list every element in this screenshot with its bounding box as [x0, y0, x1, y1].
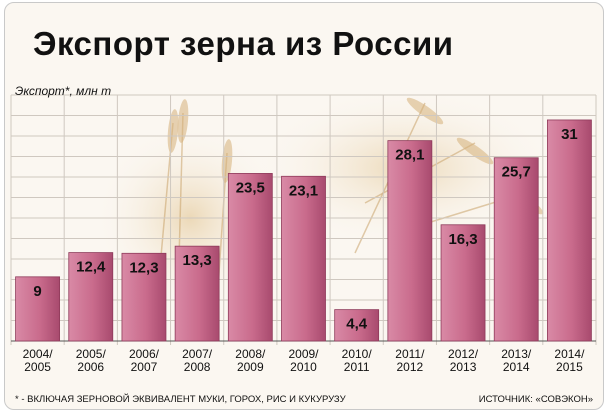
x-tick-labels: 2004/2005 2005/2006 2006/2007 2007/2008 2008…: [23, 347, 586, 374]
x-tick-label: 2014: [503, 360, 530, 374]
x-tick-label: 2011/: [395, 347, 425, 361]
x-tick-label: 2009: [237, 360, 264, 374]
source-note: ИСТОЧНИК: «СОВЭКОН»: [478, 394, 593, 405]
x-tick-label: 2008/: [235, 347, 266, 361]
bar-value-label: 9: [33, 283, 41, 300]
bar: [15, 276, 60, 342]
chart-frame: 9 12,4 12,3 13,3 23,5 23,1 4,4 28,1 16,3 25,7 31 2…: [4, 2, 604, 410]
bar: [281, 175, 326, 342]
bar: [493, 157, 539, 342]
bar: [334, 309, 380, 342]
x-tick-label: 2010/: [342, 347, 373, 361]
bar-value-labels: 9 12,4 12,3 13,3 23,5 23,1 4,4 28,1 16,3 25,7 31: [33, 126, 577, 333]
bar-value-label: 25,7: [502, 164, 531, 181]
x-tick-label: 2006: [77, 360, 104, 374]
x-tick-label: 2010: [290, 360, 317, 374]
y-axis-label: Экспорт*, млн т: [15, 84, 112, 98]
x-tick-label: 2009/: [288, 347, 319, 361]
bar: [387, 140, 433, 342]
x-tick-label: 2006/: [129, 347, 160, 361]
bar: [440, 224, 486, 342]
x-tick-label: 2007: [131, 360, 158, 374]
bar: [121, 252, 167, 342]
bar-value-label: 28,1: [395, 147, 424, 164]
footnote: * - ВКЛЮЧАЯ ЗЕРНОВОЙ ЭКВИВАЛЕНТ МУКИ, ГО…: [15, 394, 346, 405]
x-tick-label: 2012: [397, 360, 424, 374]
bar-chart: 9 12,4 12,3 13,3 23,5 23,1 4,4 28,1 16,3 25,7 31 2…: [10, 88, 597, 374]
bar-value-label: 12,3: [129, 259, 158, 276]
x-tick-label: 2004/: [23, 347, 54, 361]
bar-value-label: 4,4: [346, 316, 368, 333]
x-tick-label: 2013: [450, 360, 477, 374]
x-tick-label: 2005/: [76, 347, 107, 361]
bar: [227, 173, 273, 342]
wheat-ear: [406, 97, 444, 125]
bar-value-label: 31: [561, 126, 578, 143]
bar-value-label: 12,4: [76, 259, 106, 276]
x-tick-label: 2008: [184, 360, 211, 374]
bar-value-label: 13,3: [183, 252, 212, 269]
x-tick-label: 2007/: [182, 347, 213, 361]
bar-value-label: 16,3: [448, 231, 477, 248]
bar: [68, 252, 114, 342]
bars: [15, 119, 592, 342]
wheat-ear: [177, 99, 189, 143]
x-tick-label: 2014/: [554, 347, 585, 361]
bar-value-label: 23,1: [289, 182, 318, 199]
wheat-ear: [456, 137, 494, 165]
x-tick-label: 2013/: [501, 347, 532, 361]
bar-value-label: 23,5: [236, 179, 265, 196]
chart-title: Экспорт зерна из России: [33, 25, 454, 62]
wheat-ear: [221, 139, 233, 183]
x-tick-label: 2011: [344, 360, 370, 374]
bar: [547, 119, 592, 342]
x-tick-label: 2015: [556, 360, 583, 374]
bar: [174, 245, 220, 342]
x-tick-label: 2005: [24, 360, 51, 374]
x-tick-label: 2012/: [448, 347, 479, 361]
